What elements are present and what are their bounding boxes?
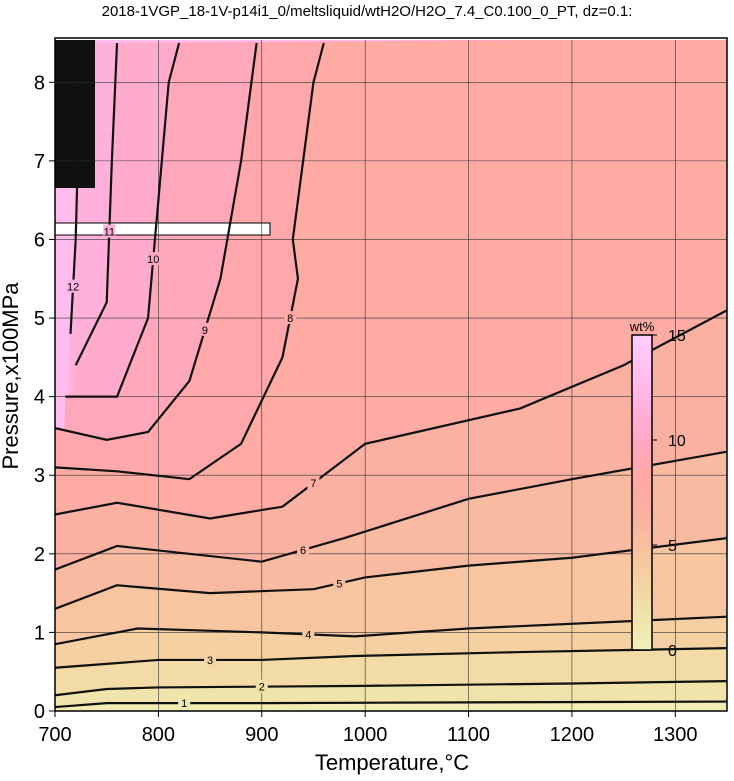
colorbar-tick-label: 0: [668, 643, 677, 660]
contour-label: 6: [300, 545, 306, 557]
contour-label: 11: [104, 227, 115, 239]
y-tick-label: 7: [34, 151, 45, 173]
contour-label: 12: [67, 282, 79, 294]
contour-label: 7: [310, 478, 316, 490]
colorbar-label: wt%: [629, 319, 655, 334]
x-tick-label: 1100: [447, 724, 490, 746]
x-tick-label: 700: [38, 724, 71, 746]
contour-label: 3: [207, 655, 213, 667]
x-tick-label: 1300: [653, 724, 698, 746]
colorbar: [631, 334, 653, 651]
contour-label: 1: [181, 698, 187, 710]
contour-line: [55, 700, 727, 709]
colorbar-tick-label: 15: [668, 328, 686, 345]
white-band: [55, 222, 271, 236]
dark-region: [55, 40, 95, 188]
contour-line: [69, 42, 82, 334]
contour-label-bg: [297, 542, 310, 556]
contour-label: 10: [147, 254, 159, 266]
x-tick-label: 1200: [550, 724, 595, 746]
plot-frame: [54, 37, 728, 712]
y-tick-label: 0: [34, 701, 45, 723]
contour-line: [55, 309, 727, 520]
y-tick-label: 6: [34, 229, 45, 251]
y-tick-label: 8: [34, 72, 45, 94]
x-tick-label: 800: [142, 724, 175, 746]
contour-line: [55, 450, 727, 571]
contour-label-bg: [204, 652, 217, 666]
contour-label-bg: [147, 252, 160, 266]
contour-label-bg: [333, 576, 346, 590]
contour-label: 8: [287, 313, 293, 325]
y-tick-label: 2: [34, 544, 45, 566]
contour-label-bg: [178, 696, 191, 710]
contour-line: [55, 647, 727, 669]
x-tick-label: 900: [245, 724, 278, 746]
contour-label-bg: [198, 322, 211, 336]
colorbar-tick-label: 10: [668, 433, 686, 450]
contour-label-bg: [302, 627, 315, 641]
x-tick-label: 1000: [343, 724, 388, 746]
chart-title: 2018-1VGP_18-1V-p14i1_0/meltsliquid/wtH2…: [102, 3, 633, 20]
contour-label-bg: [284, 311, 297, 325]
y-tick-label: 4: [34, 387, 45, 409]
y-tick-label: 5: [34, 308, 45, 330]
y-axis-label: Pressure,x100MPa: [0, 282, 23, 470]
contour-label: 9: [202, 325, 208, 337]
y-tick-label: 1: [34, 622, 45, 644]
y-tick-label: 3: [34, 465, 45, 487]
contour-label: 4: [305, 629, 311, 641]
contour-label-bg: [307, 476, 320, 490]
contour-label-bg: [255, 679, 268, 693]
contour-label-bg: [103, 224, 116, 238]
colorbar-tick-label: 5: [668, 538, 677, 555]
contour-label: 5: [336, 578, 342, 590]
contour-label-bg: [67, 279, 80, 293]
x-axis-label: Temperature,°C: [315, 750, 469, 775]
contour-label: 2: [259, 682, 265, 694]
